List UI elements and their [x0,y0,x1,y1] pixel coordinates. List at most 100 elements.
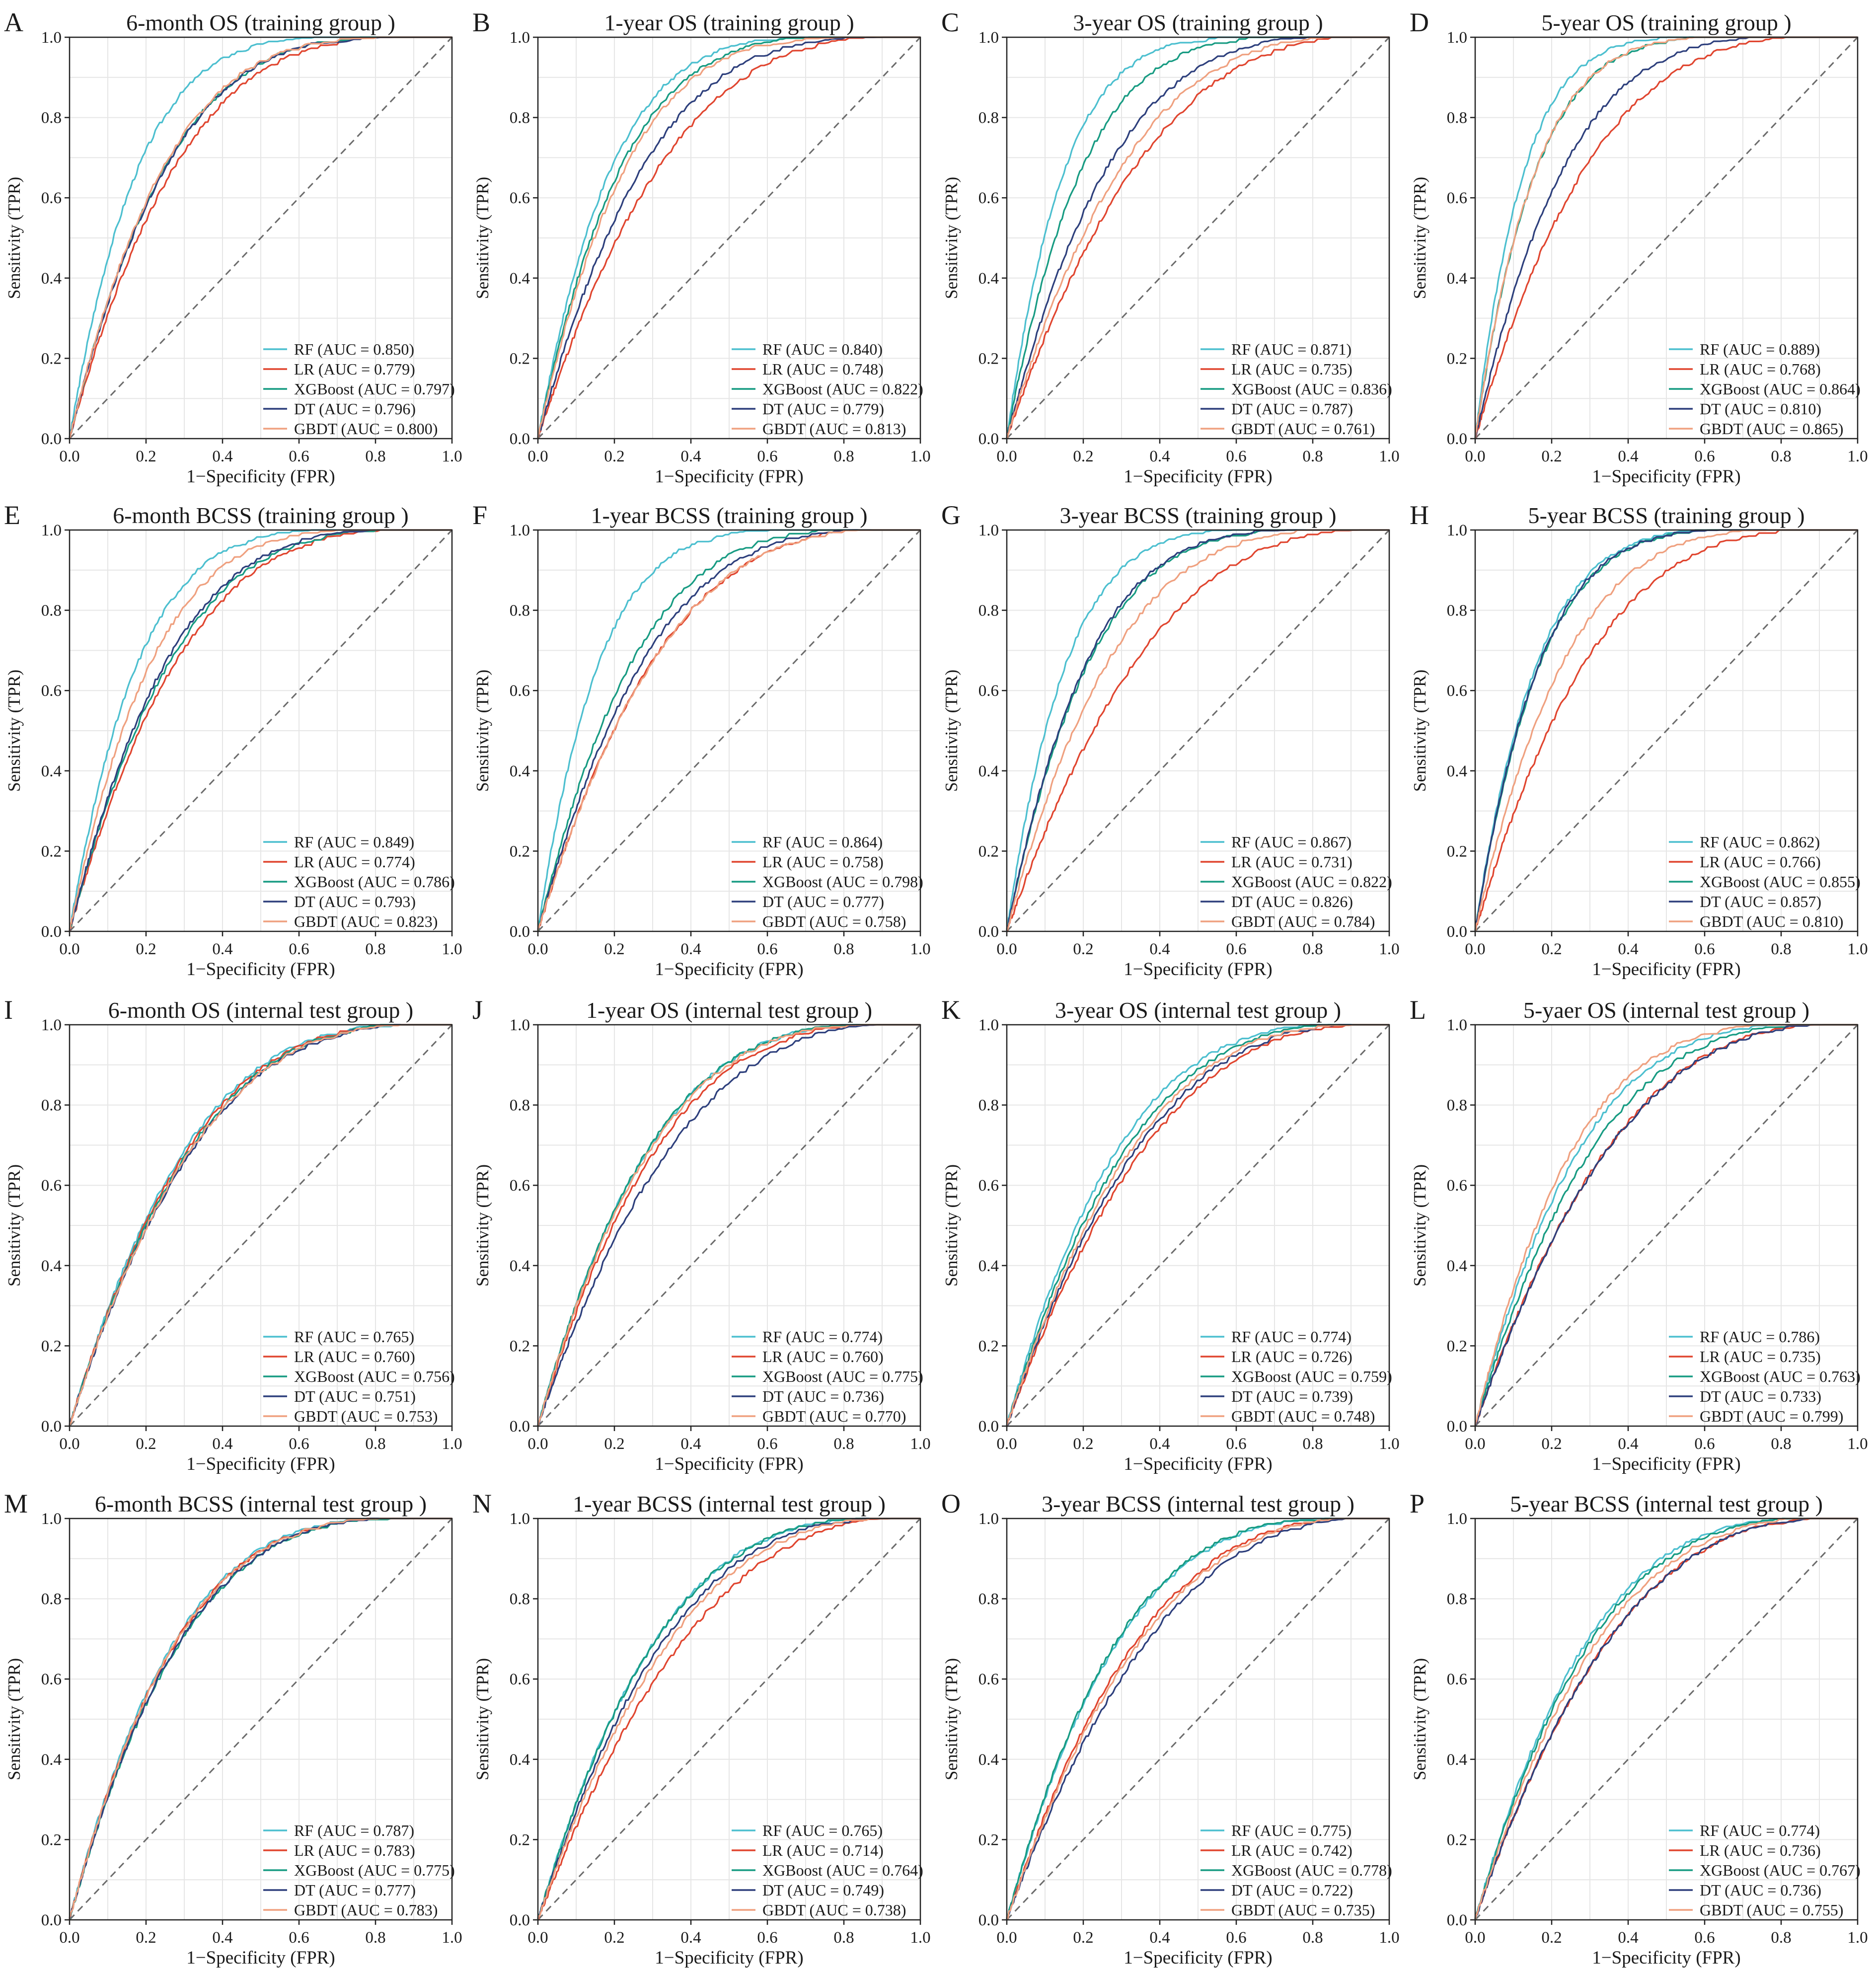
roc-curve-gbdt [1006,1024,1389,1427]
roc-panel-k: K 3-year OS (internal test group ) 0.00.0 0… [941,995,1400,1474]
y-tick-label: 0.6 [510,1177,530,1195]
legend-label-rf: RF (AUC = 0.871) [1231,340,1351,358]
x-tick-label: 0.6 [757,940,777,958]
y-tick-label: 0.4 [1447,270,1467,288]
roc-curve-lr [1474,36,1858,439]
roc-panel-a: A 6-month OS (training group ) 0.00.0 0.2 0.… [4,7,462,487]
x-tick-label: 1.0 [442,448,462,465]
legend-label-gbdt: GBDT (AUC = 0.761) [1231,420,1375,438]
legend-label-gbdt: GBDT (AUC = 0.799) [1700,1407,1843,1425]
plot-frame [1474,36,1859,440]
plot-frame [69,1024,453,1427]
plot-frame [1474,1518,1859,1921]
x-tick-label: 0.4 [1149,448,1170,465]
legend-label-dt: DT (AUC = 0.777) [762,893,884,911]
legend-label-xgboost: XGBoost (AUC = 0.836) [1231,380,1392,398]
x-axis-label: 1−Specificity (FPR) [655,466,803,487]
x-axis-label: 1−Specificity (FPR) [186,466,335,487]
legend: RF (AUC = 0.765) LR (AUC = 0.714) XGBoost … [732,1822,923,1919]
panel-letter: P [1410,1489,1425,1518]
legend-label-lr: LR (AUC = 0.742) [1231,1841,1352,1859]
y-tick-label: 0.4 [978,762,999,780]
x-tick-label: 0.0 [996,940,1017,958]
legend-label-dt: DT (AUC = 0.787) [1231,400,1353,418]
panel-letter: G [941,500,961,530]
legend-label-xgboost: XGBoost (AUC = 0.822) [762,380,923,398]
x-tick-label: 0.4 [680,940,701,958]
x-tick-label: 0.8 [1771,940,1791,958]
y-tick-label: 0.0 [1447,923,1467,941]
roc-curve-gbdt [69,1518,452,1920]
x-tick-label: 0.2 [1541,940,1562,958]
legend-label-gbdt: GBDT (AUC = 0.770) [762,1407,906,1425]
y-tick-label: 1.0 [978,522,999,539]
legend-label-rf: RF (AUC = 0.889) [1700,340,1820,358]
panel-title: 5-yaer OS (internal test group ) [1523,997,1809,1023]
y-tick-label: 0.8 [1447,602,1467,620]
x-tick-label: 0.6 [289,448,309,465]
roc-panel-n: N 1-year BCSS (internal test group )0.00.… [472,1489,931,1968]
legend-label-lr: LR (AUC = 0.766) [1700,853,1821,871]
y-tick-label: 0.6 [510,682,530,700]
x-tick-label: 1.0 [1379,1929,1399,1947]
x-tick-label: 0.2 [1541,1435,1562,1453]
x-tick-label: 0.4 [1618,940,1638,958]
legend-label-rf: RF (AUC = 0.864) [762,833,883,851]
roc-curve-lr [537,1518,920,1921]
roc-panel-l: L 5-yaer OS (internal test group ) 0.00.0 0… [1410,995,1868,1474]
legend-label-xgboost: XGBoost (AUC = 0.756) [294,1367,455,1385]
y-tick-label: 1.0 [510,522,530,539]
plot-frame [69,529,453,932]
x-tick-label: 0.8 [365,448,385,465]
roc-panel-b: B 1-year OS (training group ) 0.00.0 0.2 0.2… [472,7,931,487]
plot-frame [537,529,921,932]
reference-diagonal [69,1518,453,1921]
x-axis-label: 1−Specificity (FPR) [186,1948,335,1968]
y-axis-label: Sensitivity (TPR) [473,670,492,792]
x-tick-label: 1.0 [910,448,930,465]
y-tick-label: 0.8 [510,1097,530,1115]
panel-title: 6-month OS (internal test group ) [108,997,414,1023]
x-tick-label: 0.0 [59,1929,79,1947]
panel-title: 3-year OS (internal test group ) [1055,997,1341,1023]
y-axis-label: Sensitivity (TPR) [942,670,961,792]
y-axis-label: Sensitivity (TPR) [4,177,24,299]
reference-diagonal [1006,1518,1390,1921]
x-tick-label: 0.6 [289,940,309,958]
panel-title: 3-year BCSS (training group ) [1059,503,1336,528]
y-tick-label: 0.4 [1447,762,1467,780]
x-tick-label: 0.0 [527,448,548,465]
panel-title: 5-year BCSS (internal test group ) [1510,1491,1823,1517]
roc-curve-dt [537,36,920,439]
x-tick-label: 1.0 [910,1435,930,1453]
reference-diagonal [537,1518,921,1921]
x-tick-label: 1.0 [910,940,930,958]
panel-title: 6-month BCSS (internal test group ) [95,1491,427,1517]
x-tick-label: 0.6 [289,1929,309,1947]
legend-label-lr: LR (AUC = 0.779) [294,360,415,378]
legend-label-lr: LR (AUC = 0.783) [294,1841,415,1859]
legend-label-xgboost: XGBoost (AUC = 0.855) [1700,873,1861,891]
x-axis-label: 1−Specificity (FPR) [655,1948,803,1968]
y-axis-label: Sensitivity (TPR) [1410,177,1429,299]
legend-label-lr: LR (AUC = 0.774) [294,853,415,871]
panel-letter: C [941,7,959,37]
legend-label-gbdt: GBDT (AUC = 0.758) [762,912,906,930]
x-axis-label: 1−Specificity (FPR) [1124,466,1272,487]
legend-label-rf: RF (AUC = 0.765) [294,1328,414,1346]
x-tick-label: 0.2 [136,940,156,958]
legend-label-dt: DT (AUC = 0.739) [1231,1387,1353,1405]
legend-label-gbdt: GBDT (AUC = 0.753) [294,1407,438,1425]
reference-diagonal [1474,529,1859,932]
roc-curve-dt [1006,36,1389,440]
x-tick-label: 0.8 [365,1929,385,1947]
x-tick-label: 0.4 [1618,1929,1638,1947]
y-tick-label: 0.4 [510,762,530,780]
panel-title: 5-year OS (training group ) [1541,10,1791,35]
y-axis-label: Sensitivity (TPR) [942,1658,961,1780]
panel-letter: E [4,500,20,530]
roc-panel-i: I 6-month OS (internal test group ) 0.00.0… [4,995,462,1474]
y-tick-label: 0.6 [41,189,62,207]
x-tick-label: 0.2 [136,448,156,465]
reference-diagonal [1474,1518,1859,1921]
